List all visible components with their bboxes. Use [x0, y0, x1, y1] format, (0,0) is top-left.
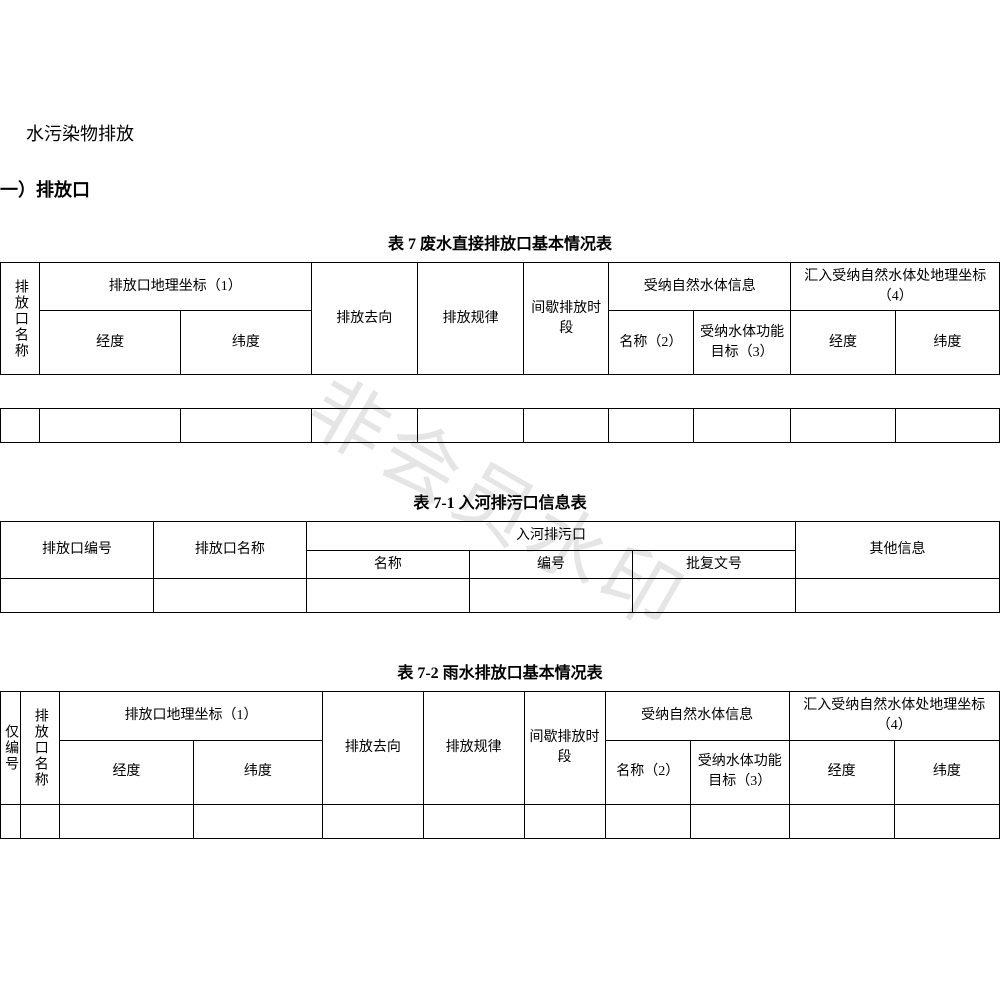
col-intermittent: 间歇排放时段: [524, 692, 605, 804]
col-intermittent: 间歇排放时段: [524, 263, 609, 375]
col-river-approval: 批复文号: [633, 550, 796, 579]
page: 非会员水印 水污染物排放 一）排放口 表 7 废水直接排放口基本情况表 排放口名…: [0, 0, 1000, 1000]
col-in-lat: 纬度: [894, 740, 999, 804]
table-row: [1, 579, 1000, 613]
table-7-wrap: 表 7 废水直接排放口基本情况表 排放口名称 排放口地理坐标（1） 排放去向 排…: [0, 230, 1000, 443]
col-body-func: 受纳水体功能目标（3）: [693, 311, 791, 375]
col-lon: 经度: [40, 311, 181, 375]
col-lon: 经度: [60, 740, 194, 804]
col-body-func: 受纳水体功能目标（3）: [691, 740, 790, 804]
col-in-lat: 纬度: [895, 311, 999, 375]
col-group-body: 受纳自然水体信息: [609, 263, 791, 311]
table-row: 仅编号 排放口名称 排放口地理坐标（1） 排放去向 排放规律 间歇排放时段 受纳…: [1, 692, 1000, 740]
table-7-2-wrap: 表 7-2 雨水排放口基本情况表 仅编号 排放口名称 排放口地理坐标（1） 排放…: [0, 659, 1000, 838]
col-river-name: 名称: [306, 550, 469, 579]
col-group-river: 入河排污口: [306, 522, 795, 551]
col-group-coords: 排放口地理坐标（1）: [40, 263, 311, 311]
table-7-2: 仅编号 排放口名称 排放口地理坐标（1） 排放去向 排放规律 间歇排放时段 受纳…: [0, 691, 1000, 838]
col-body-name: 名称（2）: [609, 311, 694, 375]
col-group-inflow: 汇入受纳自然水体处地理坐标（4）: [789, 692, 999, 740]
col-in-lon: 经度: [791, 311, 895, 375]
col-direction: 排放去向: [323, 692, 424, 804]
table-7: 排放口名称 排放口地理坐标（1） 排放去向 排放规律 间歇排放时段 受纳自然水体…: [0, 262, 1000, 443]
table-7-2-caption: 表 7-2 雨水排放口基本情况表: [0, 659, 1000, 683]
table-7-1-caption: 表 7-1 入河排污口信息表: [0, 489, 1000, 513]
col-river-no: 编号: [469, 550, 632, 579]
table-row: 排放口编号 排放口名称 入河排污口 其他信息: [1, 522, 1000, 551]
col-outlet-no: 排放口编号: [1, 522, 154, 579]
subsection-title: 一）排放口: [0, 176, 1000, 202]
col-other: 其他信息: [796, 522, 1000, 579]
col-outlet-name: 排放口名称: [20, 692, 59, 804]
table-row: [1, 804, 1000, 838]
section-title: 水污染物排放: [26, 120, 1000, 146]
col-lat: 纬度: [181, 311, 311, 375]
col-outlet-name: 排放口名称: [1, 263, 40, 375]
col-outlet-name: 排放口名称: [153, 522, 306, 579]
table-7-caption: 表 7 废水直接排放口基本情况表: [0, 230, 1000, 254]
col-group-inflow: 汇入受纳自然水体处地理坐标（4）: [791, 263, 1000, 311]
col-group-body: 受纳自然水体信息: [605, 692, 789, 740]
col-group-coords: 排放口地理坐标（1）: [60, 692, 323, 740]
col-outlet-no: 仅编号: [1, 692, 21, 804]
table-7-1-wrap: 表 7-1 入河排污口信息表 排放口编号 排放口名称 入河排污口 其他信息 名称…: [0, 489, 1000, 613]
table-row: [1, 409, 1000, 443]
col-law: 排放规律: [423, 692, 524, 804]
col-direction: 排放去向: [311, 263, 417, 375]
table-7-1: 排放口编号 排放口名称 入河排污口 其他信息 名称 编号 批复文号: [0, 521, 1000, 613]
table-row: 排放口名称 排放口地理坐标（1） 排放去向 排放规律 间歇排放时段 受纳自然水体…: [1, 263, 1000, 311]
col-body-name: 名称（2）: [605, 740, 690, 804]
col-law: 排放规律: [417, 263, 523, 375]
col-lat: 纬度: [193, 740, 322, 804]
table-row: [1, 375, 1000, 409]
col-in-lon: 经度: [789, 740, 894, 804]
